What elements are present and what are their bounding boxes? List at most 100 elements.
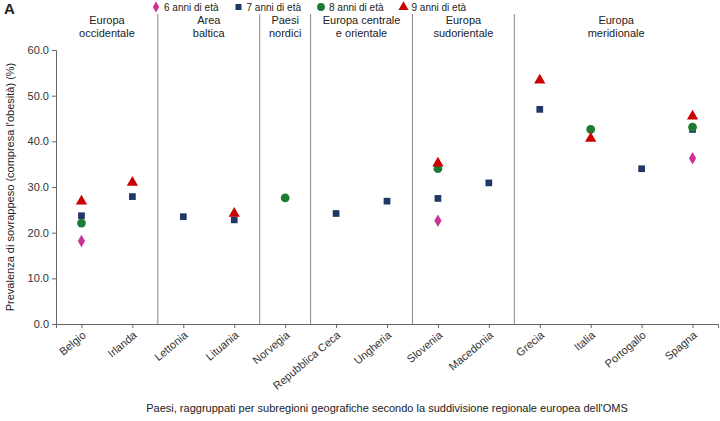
x-tick-mark [336,324,337,328]
y-axis: 0.0 10.0 20.0 30.0 40.0 50.0 60.0 [28,44,57,330]
point [534,74,545,84]
x-tick-label: Irlanda [105,328,139,359]
legend-label: 6 anni di età [164,2,219,13]
x-tick-mark [438,324,439,328]
y-tick-label: 20.0 [28,227,49,239]
x-tick-mark [642,324,643,328]
x-tick-label: Lettonia [152,328,190,363]
x-tick-mark [693,324,694,328]
x-tick: Macedonia [446,324,496,373]
y-tick: 60.0 [28,44,56,56]
y-tick-label: 10.0 [28,272,49,284]
x-tick-mark [183,324,184,328]
x-tick-label: Grecia [514,328,547,359]
point [536,106,543,113]
y-tick-mark [52,278,56,279]
x-tick-mark [591,324,592,328]
x-tick: Italia [572,324,598,353]
plot-area [76,74,698,247]
x-axis-title: Paesi, raggruppati per subregioni geogra… [146,402,628,414]
legend-symbol [398,1,408,10]
point [231,217,238,224]
x-tick: Portogallo [602,324,648,370]
group-header: Europa [446,14,482,26]
point [77,219,86,228]
group-separator [412,14,413,324]
y-tick-label: 50.0 [28,90,49,102]
group-header: Europa [89,14,125,26]
point [129,193,136,200]
y-tick: 40.0 [28,135,56,147]
x-tick-mark [489,324,490,328]
x-tick: Slovenia [404,324,445,365]
group-separator [514,14,515,324]
series [78,152,696,247]
point [127,176,138,186]
group-header: Area [197,14,221,26]
point [281,194,290,203]
group-header: Europa [598,14,634,26]
x-tick-mark [132,324,133,328]
x-axis-line [57,325,719,329]
group-header: sudorientale [433,27,493,39]
x-tick: Repubblica Ceca [271,324,344,392]
point [434,215,441,227]
legend-entry: 6 anni di età [153,1,219,12]
y-tick-mark [52,324,56,325]
point [638,165,645,172]
x-tick: Irlanda [105,324,139,360]
point [687,110,698,120]
group-header: occidentale [79,27,135,39]
group-separator [157,14,158,324]
group-headers: EuropaoccidentaleAreabalticaPaesinordici… [79,14,644,39]
x-tick-mark [285,324,286,328]
y-tick: 0.0 [34,318,56,330]
point [485,180,492,187]
x-tick: Spagna [662,324,699,362]
point [585,132,596,142]
legend-entry: 9 anni di età [398,1,466,12]
point [78,235,85,247]
x-tick: Grecia [514,324,547,359]
point [432,157,443,167]
series [77,123,697,228]
series [76,74,698,217]
y-tick-label: 0.0 [34,318,49,330]
y-axis-line [52,51,57,325]
group-header: nordici [269,27,301,39]
x-tick-mark [81,324,82,328]
point [76,195,87,205]
group-header: Europa centrale [323,14,401,26]
legend-symbol [236,4,242,10]
y-tick: 50.0 [28,90,56,102]
x-tick-mark [234,324,235,328]
legend-symbol [317,3,325,11]
y-tick-mark [52,50,56,51]
y-tick-label: 40.0 [28,135,49,147]
point [688,123,697,132]
y-tick-mark [52,96,56,97]
y-tick-label: 30.0 [28,181,49,193]
x-tick-label: Norvegia [250,328,292,366]
x-axis: BelgioIrlandaLettoniaLituaniaNorvegiaRep… [57,324,719,392]
legend-label: 9 anni di età [412,2,467,13]
x-tick-label: Italia [572,328,598,353]
group-separator [259,14,260,324]
point [689,152,696,164]
x-tick-mark [540,324,541,328]
y-tick: 30.0 [28,181,56,193]
x-tick-label: Belgio [57,329,88,358]
legend-entry: 8 anni di età [317,2,384,13]
y-tick-mark [52,187,56,188]
point [229,207,240,217]
x-tick: Norvegia [250,324,292,366]
x-tick: Lettonia [152,324,190,363]
legend-symbol [153,1,159,12]
x-tick: Belgio [57,324,88,358]
point [384,198,391,205]
point [180,213,187,220]
series [78,106,696,223]
legend-entry: 7 anni di età [236,2,302,13]
point [333,210,340,217]
x-tick: Ungheria [352,324,395,367]
